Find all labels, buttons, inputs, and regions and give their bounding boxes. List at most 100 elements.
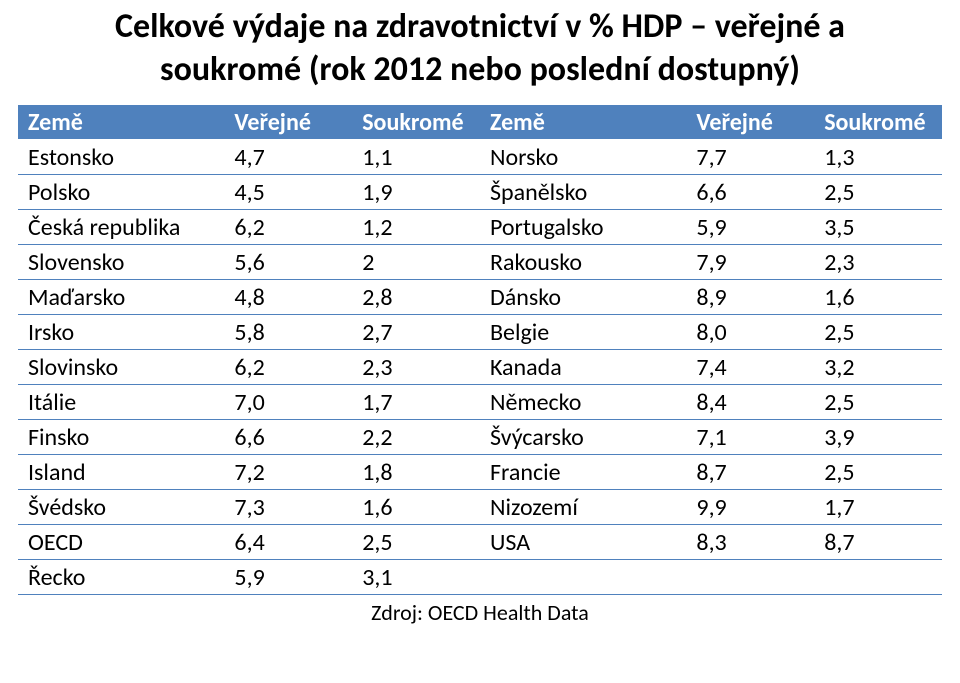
table-cell: Francie <box>480 455 686 490</box>
table-cell: 2,8 <box>352 280 480 315</box>
table-row: Irsko5,82,7Belgie8,02,5 <box>18 315 942 350</box>
table-header-cell: Veřejné <box>686 105 814 140</box>
table-cell: Finsko <box>18 420 224 455</box>
table-row: Itálie7,01,7Německo8,42,5 <box>18 385 942 420</box>
table-cell: 2,5 <box>814 385 942 420</box>
table-row: Slovinsko6,22,3Kanada7,43,2 <box>18 350 942 385</box>
table-cell: Německo <box>480 385 686 420</box>
table-cell: Belgie <box>480 315 686 350</box>
table-cell: 6,2 <box>224 210 352 245</box>
table-cell: 2 <box>352 245 480 280</box>
table-cell: Švédsko <box>18 490 224 525</box>
table-cell: 1,7 <box>352 385 480 420</box>
table-cell: 7,4 <box>686 350 814 385</box>
table-row: OECD6,42,5USA8,38,7 <box>18 525 942 560</box>
table-cell: Portugalsko <box>480 210 686 245</box>
table-cell: 8,3 <box>686 525 814 560</box>
table-cell: Nizozemí <box>480 490 686 525</box>
table-cell: 2,5 <box>814 455 942 490</box>
table-row: Estonsko4,71,1Norsko7,71,3 <box>18 140 942 175</box>
table-cell: 2,3 <box>814 245 942 280</box>
table-cell: 2,3 <box>352 350 480 385</box>
table-row: Česká republika6,21,2Portugalsko5,93,5 <box>18 210 942 245</box>
table-cell: 4,8 <box>224 280 352 315</box>
table-cell: 5,9 <box>686 210 814 245</box>
table-cell: 8,7 <box>814 525 942 560</box>
table-cell: 2,5 <box>352 525 480 560</box>
table-cell <box>480 560 686 595</box>
table-cell: Rakousko <box>480 245 686 280</box>
table-cell: OECD <box>18 525 224 560</box>
table-row: Island7,21,8Francie8,72,5 <box>18 455 942 490</box>
table-cell: 6,4 <box>224 525 352 560</box>
table-cell: 9,9 <box>686 490 814 525</box>
table-cell: 2,5 <box>814 315 942 350</box>
table-cell: 8,4 <box>686 385 814 420</box>
table-cell: Řecko <box>18 560 224 595</box>
table-cell: Irsko <box>18 315 224 350</box>
table-header-cell: Země <box>18 105 224 140</box>
table-cell: Španělsko <box>480 175 686 210</box>
table-row: Švédsko7,31,6Nizozemí9,91,7 <box>18 490 942 525</box>
table-row: Řecko5,93,1 <box>18 560 942 595</box>
table-cell: Švýcarsko <box>480 420 686 455</box>
page: Celkové výdaje na zdravotnictví v % HDP … <box>0 0 960 683</box>
table-cell: Slovensko <box>18 245 224 280</box>
table-cell: 1,1 <box>352 140 480 175</box>
table-cell: USA <box>480 525 686 560</box>
table-cell: Island <box>18 455 224 490</box>
table-header-row: ZeměVeřejnéSoukroméZeměVeřejnéSoukromé <box>18 105 942 140</box>
table-cell: 3,2 <box>814 350 942 385</box>
table-cell: 5,9 <box>224 560 352 595</box>
table-cell: 7,3 <box>224 490 352 525</box>
table-cell: 1,3 <box>814 140 942 175</box>
table-cell: Slovinsko <box>18 350 224 385</box>
table-cell: 5,6 <box>224 245 352 280</box>
table-row: Maďarsko4,82,8Dánsko8,91,6 <box>18 280 942 315</box>
table-header-cell: Soukromé <box>814 105 942 140</box>
table-row: Slovensko5,62Rakousko7,92,3 <box>18 245 942 280</box>
source-line: Zdroj: OECD Health Data <box>18 595 942 626</box>
table-cell: Itálie <box>18 385 224 420</box>
table-cell: Norsko <box>480 140 686 175</box>
table-cell: 2,5 <box>814 175 942 210</box>
page-title: Celkové výdaje na zdravotnictví v % HDP … <box>18 0 942 105</box>
table-cell: 1,8 <box>352 455 480 490</box>
table-cell: 8,7 <box>686 455 814 490</box>
table-cell: 2,2 <box>352 420 480 455</box>
table-cell <box>814 560 942 595</box>
table-cell: 1,9 <box>352 175 480 210</box>
table-cell: 6,6 <box>224 420 352 455</box>
title-line-2: soukromé (rok 2012 nebo poslední dostupn… <box>160 49 800 90</box>
table-cell: 1,6 <box>352 490 480 525</box>
table-cell: 7,0 <box>224 385 352 420</box>
table-cell: 1,2 <box>352 210 480 245</box>
table-cell: 7,7 <box>686 140 814 175</box>
table-cell: 1,6 <box>814 280 942 315</box>
table-cell: 8,0 <box>686 315 814 350</box>
table-cell: 3,1 <box>352 560 480 595</box>
table-cell: 3,9 <box>814 420 942 455</box>
table-cell: 5,8 <box>224 315 352 350</box>
table-cell: 6,2 <box>224 350 352 385</box>
table-cell: 7,2 <box>224 455 352 490</box>
table-cell: 1,7 <box>814 490 942 525</box>
table-cell: 4,5 <box>224 175 352 210</box>
table-cell: 2,7 <box>352 315 480 350</box>
table-cell: 7,1 <box>686 420 814 455</box>
table-cell: 8,9 <box>686 280 814 315</box>
table-row: Finsko6,62,2Švýcarsko7,13,9 <box>18 420 942 455</box>
title-line-1: Celkové výdaje na zdravotnictví v % HDP … <box>115 6 845 47</box>
table-cell: Česká republika <box>18 210 224 245</box>
table-cell: Kanada <box>480 350 686 385</box>
table-row: Polsko4,51,9Španělsko6,62,5 <box>18 175 942 210</box>
table-cell: 7,9 <box>686 245 814 280</box>
table-header-cell: Země <box>480 105 686 140</box>
table-cell: 6,6 <box>686 175 814 210</box>
table-cell: 4,7 <box>224 140 352 175</box>
table-cell: Dánsko <box>480 280 686 315</box>
table-header-cell: Soukromé <box>352 105 480 140</box>
table-cell: Polsko <box>18 175 224 210</box>
table-cell <box>686 560 814 595</box>
table-cell: Maďarsko <box>18 280 224 315</box>
